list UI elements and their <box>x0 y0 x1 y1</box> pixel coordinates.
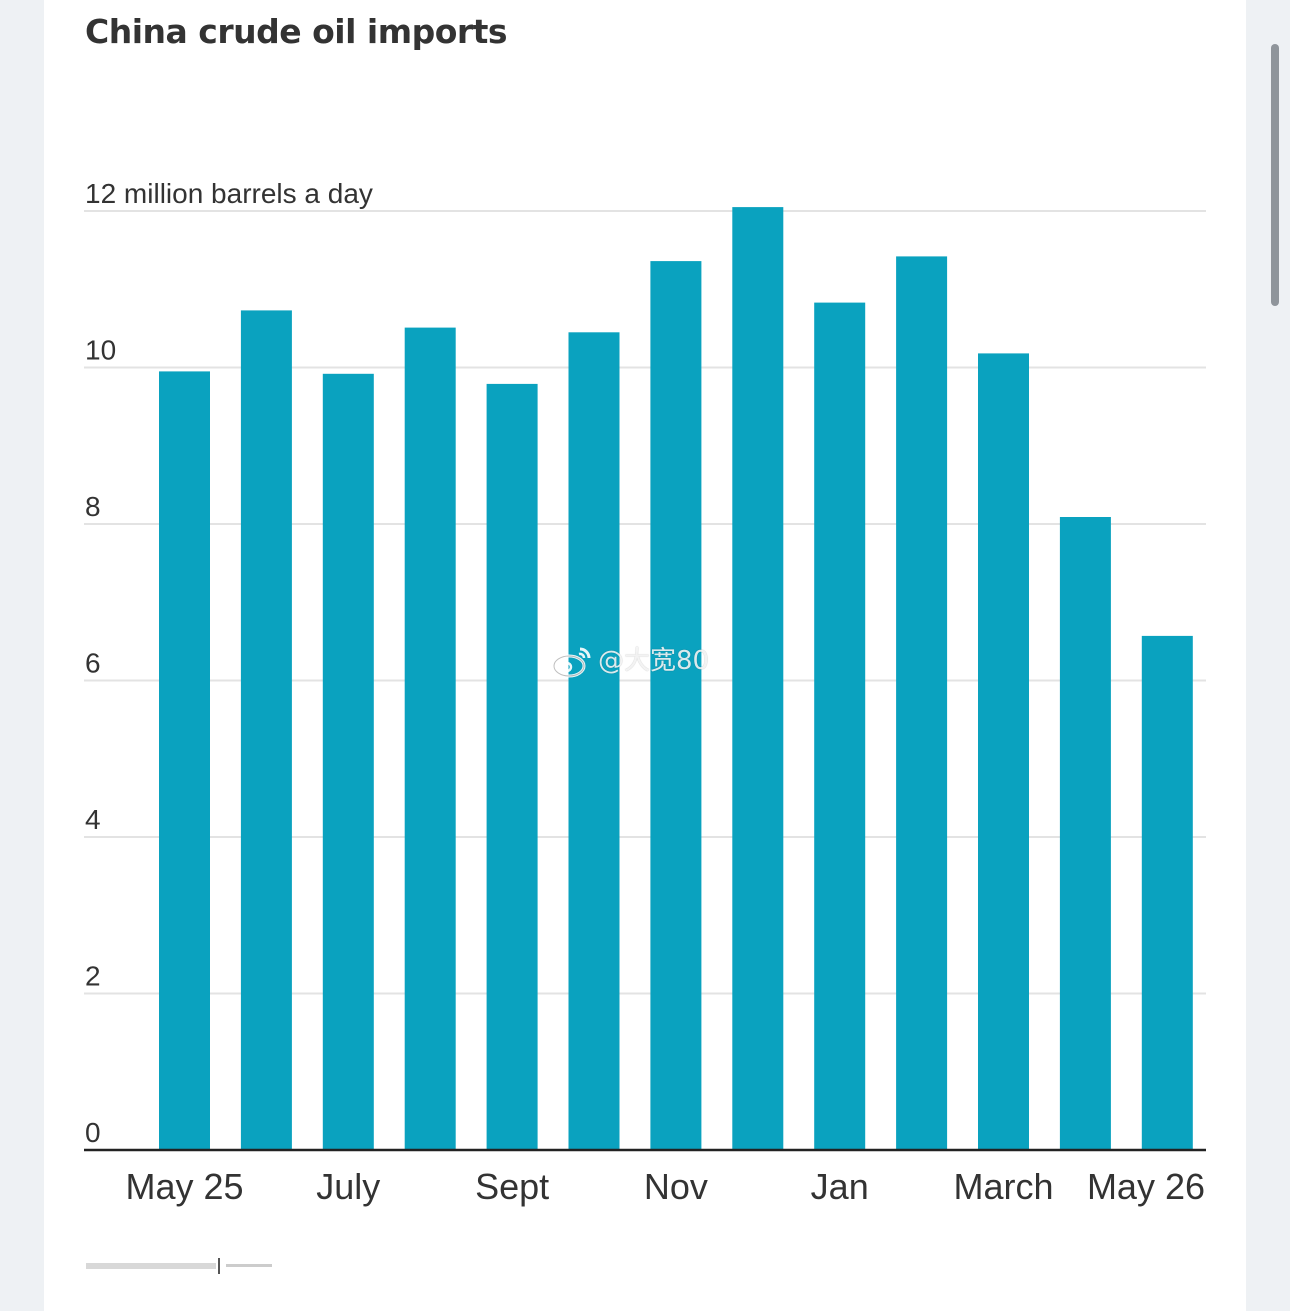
watermark-text: @大宽80 <box>598 646 710 676</box>
y-tick-label: 12 million barrels a day <box>85 178 373 209</box>
weibo-logo-icon <box>552 647 591 677</box>
bar-0 <box>159 371 210 1150</box>
watermark: @大宽80 <box>552 640 709 679</box>
bar-1 <box>240 310 292 1150</box>
x-tick-label: May 26 <box>1087 1166 1205 1207</box>
bars <box>159 207 1193 1151</box>
y-tick-label: 2 <box>85 961 101 992</box>
y-tick-label: 0 <box>85 1117 101 1148</box>
scrollbar-thumb[interactable] <box>1271 44 1279 306</box>
y-tick-label: 4 <box>85 804 101 835</box>
bar-11 <box>1059 517 1111 1150</box>
bar-2 <box>322 373 374 1150</box>
y-tick-label: 10 <box>85 335 116 366</box>
x-tick-label: May 25 <box>125 1166 243 1207</box>
footer-logo-smudge <box>86 1258 272 1274</box>
x-axis-tick-labels: May 25 July Sept Nov Jan March May 26 <box>125 1166 1205 1207</box>
bar-6 <box>650 261 702 1151</box>
bar-3 <box>404 327 456 1151</box>
bar-5 <box>568 332 620 1150</box>
x-tick-label: Nov <box>644 1166 708 1207</box>
bar-8 <box>814 302 866 1151</box>
bar-9 <box>896 256 948 1150</box>
y-axis-tick-labels: 0 2 4 6 8 10 12 million barrels a day <box>85 178 373 1148</box>
x-tick-label: March <box>953 1166 1053 1207</box>
y-tick-label: 6 <box>85 648 101 679</box>
x-tick-label: July <box>316 1166 380 1207</box>
chart-title: China crude oil imports <box>85 12 508 51</box>
bar-4 <box>486 383 538 1150</box>
x-tick-label: Sept <box>475 1166 549 1207</box>
bar-7 <box>732 207 784 1151</box>
y-tick-label: 8 <box>85 491 101 522</box>
bar-12 <box>1141 635 1193 1150</box>
bar-10 <box>978 353 1029 1150</box>
x-tick-label: Jan <box>811 1166 869 1207</box>
